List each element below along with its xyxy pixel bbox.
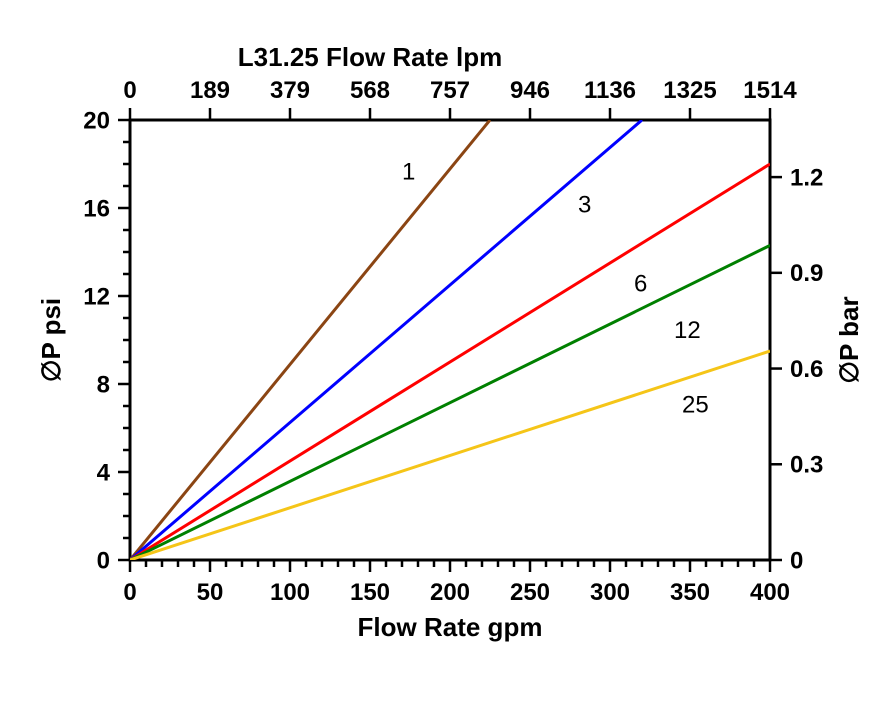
x2-tick-label: 1325 <box>663 77 716 104</box>
x-tick-label: 50 <box>197 579 224 606</box>
y2-tick-label: 0 <box>790 547 803 574</box>
y-tick-label: 16 <box>83 195 110 222</box>
x-tick-label: 0 <box>123 579 136 606</box>
x-tick-label: 200 <box>430 579 470 606</box>
x2-tick-label: 0 <box>123 77 136 104</box>
x2-tick-label: 946 <box>510 77 550 104</box>
y2-tick-label: 0.9 <box>790 260 823 287</box>
x-tick-label: 150 <box>350 579 390 606</box>
x2-tick-label: 1136 <box>584 77 636 104</box>
series-label: 6 <box>634 271 647 298</box>
chart-canvas: 050100150200250300350400Flow Rate gpm018… <box>0 0 886 702</box>
x2-tick-label: 757 <box>430 77 470 104</box>
y-tick-label: 12 <box>83 283 110 310</box>
y2-tick-label: 1.2 <box>790 164 823 191</box>
x-axis-title: Flow Rate gpm <box>358 612 543 642</box>
x2-tick-label: 189 <box>190 77 230 104</box>
top-axis-title: L31.25 Flow Rate lpm <box>238 42 502 72</box>
x2-tick-label: 568 <box>350 77 390 104</box>
y-tick-label: 4 <box>97 459 111 486</box>
y-axis-title: ∅P psi <box>36 298 66 382</box>
series-label: 25 <box>682 392 709 419</box>
x-tick-label: 400 <box>750 579 790 606</box>
flow-rate-chart: 050100150200250300350400Flow Rate gpm018… <box>0 0 886 702</box>
x-tick-label: 100 <box>270 579 310 606</box>
series-label: 3 <box>578 191 591 218</box>
y2-tick-label: 0.6 <box>790 356 823 383</box>
y2-axis-title: ∅P bar <box>834 296 864 383</box>
y-tick-label: 20 <box>83 107 110 134</box>
y2-tick-label: 0.3 <box>790 452 823 479</box>
y-tick-label: 8 <box>97 371 110 398</box>
x-tick-label: 350 <box>670 579 710 606</box>
x2-tick-label: 1514 <box>743 77 797 104</box>
y-tick-label: 0 <box>97 547 110 574</box>
x-tick-label: 250 <box>510 579 550 606</box>
x-tick-label: 300 <box>590 579 630 606</box>
x2-tick-label: 379 <box>270 77 310 104</box>
series-label: 1 <box>402 158 415 185</box>
series-label: 12 <box>674 317 701 344</box>
